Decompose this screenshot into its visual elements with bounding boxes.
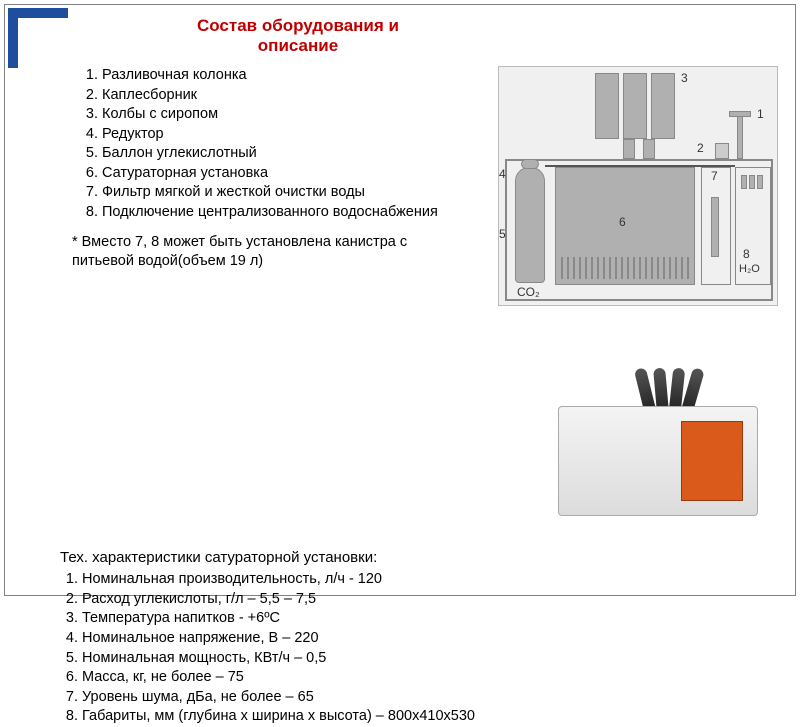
diagram-h2o-label: H₂O (739, 263, 760, 275)
list-item: Каплесборник (102, 86, 488, 106)
diagram-column (623, 139, 635, 159)
spec-heading: Тех. характеристики сатураторной установ… (48, 548, 778, 568)
diagram-small (749, 175, 755, 189)
spec-list: Номинальная производительность, л/ч - 12… (48, 570, 778, 727)
list-item: Уровень шума, дБа, не более – 65 (82, 688, 778, 708)
diagram-vent (561, 257, 689, 279)
diagram-cup (715, 143, 729, 159)
list-item: Фильтр мягкой и жесткой очистки воды (102, 183, 488, 203)
diagram-panel (651, 73, 675, 139)
diagram-regulator (521, 159, 539, 169)
diagram-panel (595, 73, 619, 139)
diagram-cylinder (515, 167, 545, 283)
right-column: 3 1 2 4 5 CO₂ (488, 66, 778, 526)
diagram-pipe (545, 165, 735, 167)
diagram-label: 7 (711, 169, 718, 183)
page-title: Состав оборудования и описание (168, 16, 428, 56)
diagram-label: 5 (499, 227, 506, 241)
list-item: Габариты, мм (глубина х ширина х высота)… (82, 707, 778, 727)
diagram-tap-cross (729, 111, 751, 117)
diagram-filter (711, 197, 719, 257)
components-list: Разливочная колонка Каплесборник Колбы с… (48, 66, 488, 223)
list-item: Номинальное напряжение, В – 220 (82, 629, 778, 649)
diagram-small (757, 175, 763, 189)
diagram-label: 1 (757, 107, 764, 121)
list-item: Номинальная производительность, л/ч - 12… (82, 570, 778, 590)
equipment-photo (538, 336, 778, 526)
two-column-layout: Разливочная колонка Каплесборник Колбы с… (48, 66, 778, 526)
diagram-label: 3 (681, 71, 688, 85)
list-item: Баллон углекислотный (102, 144, 488, 164)
list-item: Колбы с сиропом (102, 105, 488, 125)
diagram-panel (623, 73, 647, 139)
left-column: Разливочная колонка Каплесборник Колбы с… (48, 66, 488, 526)
equipment-diagram: 3 1 2 4 5 CO₂ (498, 66, 778, 306)
diagram-tap-post (737, 113, 743, 159)
list-item: Редуктор (102, 125, 488, 145)
diagram-label: 6 (619, 215, 626, 229)
list-item: Сатураторная установка (102, 164, 488, 184)
list-item: Разливочная колонка (102, 66, 488, 86)
footnote: * Вместо 7, 8 может быть установлена кан… (72, 233, 432, 272)
diagram-label: 2 (697, 141, 704, 155)
list-item: Масса, кг, не более – 75 (82, 668, 778, 688)
list-item: Подключение централизованного водоснабже… (102, 203, 488, 223)
list-item: Температура напитков - +6ºС (82, 609, 778, 629)
diagram-label: 8 (743, 247, 750, 261)
diagram-label: 4 (499, 167, 506, 181)
photo-machine-base (558, 406, 758, 516)
diagram-small (741, 175, 747, 189)
diagram-column (643, 139, 655, 159)
page-content: Состав оборудования и описание Разливочн… (18, 8, 790, 592)
photo-bottles (633, 342, 703, 412)
list-item: Номинальная мощность, КВт/ч – 0,5 (82, 649, 778, 669)
diagram-co2-label: CO₂ (517, 285, 540, 299)
